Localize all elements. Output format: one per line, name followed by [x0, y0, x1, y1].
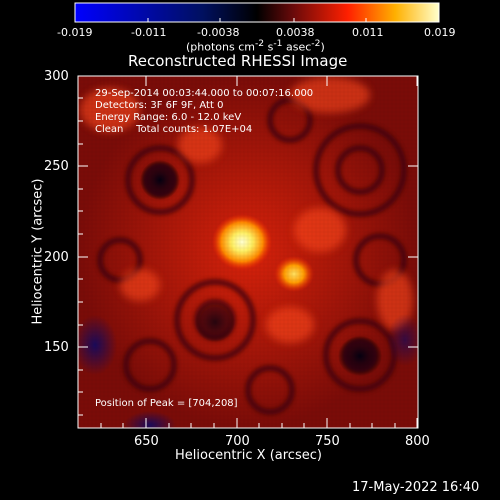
axis-minor-ticks	[78, 97, 396, 428]
colorbar-units: (photons cm-2 s-1 asec-2)	[186, 38, 325, 54]
info-detectors: Detectors: 3F 6F 9F, Att 0	[95, 100, 224, 111]
image-title: Reconstructed RHESSI Image	[128, 52, 348, 70]
y-tick-label: 200	[44, 250, 69, 265]
x-axis-label: Heliocentric X (arcsec)	[175, 448, 322, 463]
colorbar-tick-label: -0.0038	[197, 26, 240, 39]
axis-ticks	[78, 75, 418, 428]
colorbar-tick-label: -0.011	[131, 26, 167, 39]
colorbar-tick-label: -0.019	[57, 26, 93, 39]
x-tick-label: 800	[405, 434, 430, 449]
y-tick-label: 250	[44, 159, 69, 174]
info-time-range: 29-Sep-2014 00:03:44.000 to 00:07:16.000	[95, 88, 314, 99]
rhessi-image	[78, 76, 418, 428]
y-tick-label: 150	[44, 340, 69, 355]
timestamp: 17-May-2022 16:40	[352, 480, 480, 495]
colorbar-tick-label: 0.0038	[276, 26, 315, 39]
info-clean: Clean Total counts: 1.07E+04	[95, 124, 253, 135]
info-energy-range: Energy Range: 6.0 - 12.0 keV	[95, 112, 242, 123]
x-tick-label: 650	[134, 434, 159, 449]
colorbar	[74, 2, 440, 23]
x-tick-label: 750	[315, 434, 340, 449]
y-axis-label: Heliocentric Y (arcsec)	[30, 178, 46, 325]
y-tick-label: 300	[44, 69, 69, 84]
colorbar-tick-label: 0.019	[424, 26, 456, 39]
peak-position: Position of Peak = [704,208]	[95, 398, 238, 409]
colorbar-ticks	[74, 18, 440, 22]
x-tick-label: 700	[225, 434, 250, 449]
plot-frame	[77, 75, 419, 429]
colorbar-tick-label: 0.011	[352, 26, 384, 39]
